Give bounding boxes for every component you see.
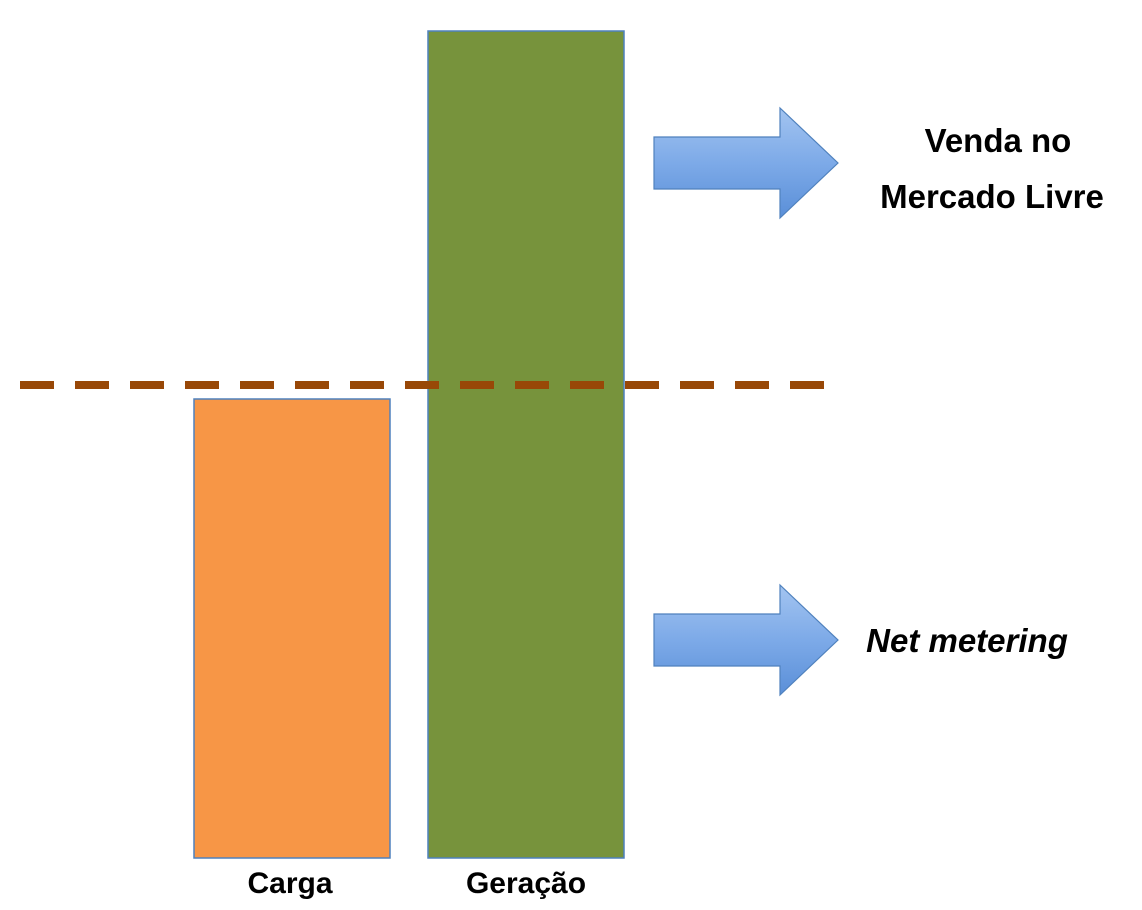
right-arrow-icon-upper [653,106,839,220]
label-venda-line-1: Venda no [925,122,1072,159]
bar-label-geracao: Geração [466,867,586,900]
label-venda-line-2: Mercado Livre [880,178,1104,215]
bar-label-carga: Carga [247,867,332,900]
right-arrow-icon-lower [653,583,839,697]
bar-geracao [427,30,625,859]
label-net-metering: Net metering [866,622,1068,659]
bar-carga [193,398,391,859]
